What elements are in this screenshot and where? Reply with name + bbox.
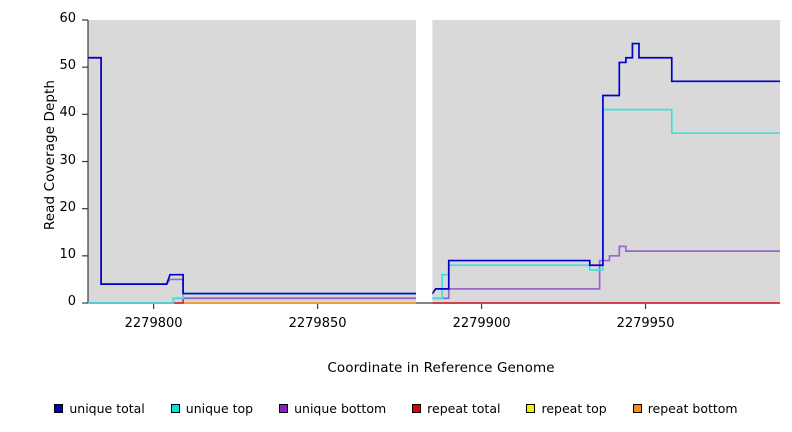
series-line-unique-total [88, 42, 780, 295]
legend-item-unique-top[interactable]: unique top [170, 400, 254, 416]
legend-label: repeat top [541, 400, 607, 416]
legend-label: unique bottom [294, 400, 387, 416]
legend-item-repeat-total[interactable]: repeat total [412, 401, 500, 416]
legend-label: repeat total [427, 400, 501, 416]
panel-background-0 [88, 20, 416, 303]
legend-swatch-icon [412, 403, 422, 413]
legend-item-unique-bottom[interactable]: unique bottom [279, 401, 386, 416]
legend-item-repeat-top[interactable]: repeat top [526, 400, 607, 416]
panel-background-1 [432, 20, 780, 303]
y-tick-label: 50 [59, 58, 76, 74]
y-tick-label: 30 [59, 152, 76, 168]
legend-swatch-icon [279, 403, 289, 413]
y-tick-label: 40 [59, 105, 76, 121]
legend-swatch-icon [632, 403, 642, 413]
legend-item-unique-total[interactable]: unique total [54, 400, 145, 416]
legend-swatch-icon [526, 403, 536, 413]
y-tick-label: 0 [67, 294, 76, 309]
x-tick-label: 2279900 [452, 316, 511, 331]
x-tick-label: 2279950 [616, 316, 675, 331]
legend-swatch-icon [54, 403, 64, 413]
x-tick-label: 2279800 [124, 316, 183, 331]
legend-label: repeat bottom [647, 400, 738, 416]
x-tick-label: 2279850 [288, 316, 347, 331]
legend-item-repeat-bottom[interactable]: repeat bottom [632, 400, 738, 416]
y-tick-label: 20 [59, 199, 76, 215]
chart-legend: unique total unique top unique bottom repea… [0, 398, 792, 418]
legend-swatch-icon [170, 403, 180, 413]
series-line-unique-top [88, 108, 780, 304]
y-tick-label: 10 [59, 246, 76, 262]
x-axis-title: Coordinate in Reference Genome [327, 360, 555, 376]
legend-label: unique total [69, 400, 145, 416]
y-tick-label: 60 [59, 11, 76, 26]
y-axis-title: Read Coverage Depth [42, 79, 58, 231]
legend-label: unique top [185, 400, 254, 416]
